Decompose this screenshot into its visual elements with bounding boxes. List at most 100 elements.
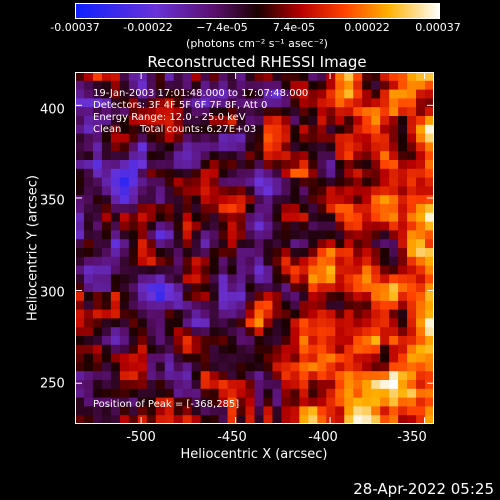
heatmap-cell	[371, 318, 381, 328]
heatmap-cell	[128, 107, 139, 117]
heatmap-cell	[290, 212, 300, 223]
heatmap-cell	[371, 292, 381, 302]
heatmap-cell	[209, 283, 220, 293]
heatmap-cell	[83, 265, 94, 275]
heatmap-cell	[362, 292, 372, 302]
heatmap-cell	[164, 133, 175, 143]
heatmap-cell	[75, 168, 85, 179]
heatmap-cell	[236, 265, 247, 275]
heatmap-cell	[101, 160, 112, 170]
heatmap-cell	[416, 212, 426, 223]
heatmap-cell	[353, 327, 363, 337]
heatmap-cell	[416, 142, 426, 152]
heatmap-cell	[182, 116, 193, 126]
heatmap-cell	[263, 116, 273, 126]
heatmap-cell	[290, 72, 300, 82]
heatmap-cell	[83, 168, 94, 179]
heatmap-cell	[128, 300, 139, 311]
heatmap-cell	[290, 151, 300, 161]
heatmap-cell	[380, 256, 390, 267]
heatmap-cell	[254, 221, 264, 231]
heatmap-cell	[281, 336, 291, 346]
heatmap-cell	[137, 283, 148, 293]
heatmap-cell	[407, 151, 417, 161]
heatmap-cell	[245, 283, 255, 293]
heatmap-cell	[164, 248, 175, 258]
heatmap-cell	[389, 221, 399, 231]
heatmap-cell	[263, 239, 273, 249]
heatmap-cell	[272, 230, 282, 240]
heatmap-cell	[317, 380, 327, 390]
heatmap-cell	[146, 380, 157, 390]
heatmap-cell	[128, 80, 139, 91]
heatmap-cell	[281, 318, 291, 328]
heatmap-cell	[245, 107, 255, 117]
heatmap-cell	[263, 371, 273, 381]
heatmap-cell	[326, 397, 336, 407]
heatmap-cell	[281, 195, 291, 205]
heatmap-cell	[173, 89, 184, 99]
heatmap-cell	[182, 177, 193, 187]
heatmap-cell	[191, 300, 202, 311]
heatmap-cell	[155, 133, 166, 143]
heatmap-cell	[182, 221, 193, 231]
heatmap-cell	[227, 89, 238, 99]
heatmap-cell	[128, 168, 139, 179]
heatmap-cell	[263, 177, 273, 187]
heatmap-cell	[389, 142, 399, 152]
heatmap-cell	[182, 336, 193, 346]
heatmap-cell	[425, 388, 434, 399]
heatmap-cell	[326, 168, 336, 179]
heatmap-cell	[317, 116, 327, 126]
heatmap-cell	[218, 72, 229, 82]
heatmap-cell	[326, 344, 336, 355]
heatmap-cell	[209, 292, 220, 302]
heatmap-cell	[416, 151, 426, 161]
heatmap-cell	[200, 415, 211, 424]
heatmap-cell	[191, 371, 202, 381]
heatmap-cell	[119, 388, 130, 399]
heatmap-cell	[326, 98, 336, 108]
heatmap-cell	[75, 397, 85, 407]
heatmap-cell	[75, 380, 85, 390]
heatmap-cell	[110, 142, 121, 152]
heatmap-cell	[380, 344, 390, 355]
heatmap-cell	[272, 98, 282, 108]
heatmap-cell	[272, 292, 282, 302]
heatmap-cell	[155, 362, 166, 372]
heatmap-cell	[272, 265, 282, 275]
heatmap-cell	[110, 353, 121, 363]
heatmap-cell	[362, 72, 372, 82]
heatmap-cell	[398, 204, 408, 214]
heatmap-cell	[254, 336, 264, 346]
heatmap-cell	[182, 371, 193, 381]
heatmap-cell	[146, 72, 157, 82]
heatmap-cell	[353, 265, 363, 275]
heatmap-cell	[92, 371, 103, 381]
heatmap-cell	[119, 292, 130, 302]
heatmap-cell	[173, 212, 184, 223]
heatmap-cell	[119, 230, 130, 240]
heatmap-cell	[137, 388, 148, 399]
heatmap-cell	[83, 116, 94, 126]
heatmap-cell	[146, 186, 157, 196]
heatmap-cell	[290, 89, 300, 99]
heatmap-cell	[173, 380, 184, 390]
heatmap-cell	[137, 239, 148, 249]
heatmap-cell	[371, 142, 381, 152]
heatmap-cell	[164, 124, 175, 135]
heatmap-cell	[92, 186, 103, 196]
heatmap-cell	[245, 124, 255, 135]
heatmap-cell	[281, 256, 291, 267]
heatmap-cell	[155, 151, 166, 161]
heatmap-cell	[227, 415, 238, 424]
heatmap-cell	[209, 107, 220, 117]
heatmap-cell	[344, 168, 354, 179]
heatmap-cell	[75, 336, 85, 346]
heatmap-cell	[317, 72, 327, 82]
heatmap-cell	[380, 195, 390, 205]
heatmap-cell	[146, 239, 157, 249]
heatmap-cell	[101, 151, 112, 161]
heatmap-cell	[101, 274, 112, 284]
heatmap-cell	[290, 380, 300, 390]
